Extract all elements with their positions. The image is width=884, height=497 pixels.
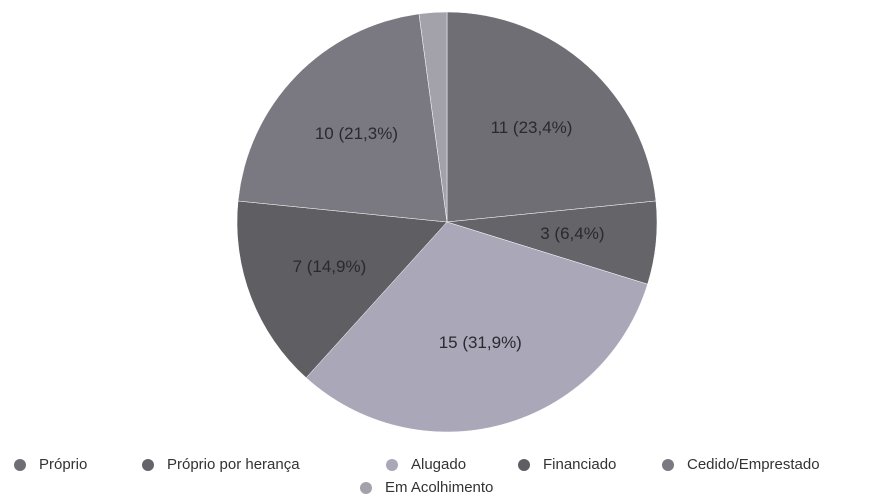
legend-label: Próprio: [39, 456, 87, 473]
legend-swatch: [662, 459, 674, 471]
data-label: 3 (6,4%): [540, 224, 604, 243]
legend-swatch: [142, 459, 154, 471]
data-label: 10 (21,3%): [315, 124, 398, 143]
pie-slice: [236, 200, 448, 379]
legend-label: Financiado: [543, 456, 616, 473]
legend-swatch: [360, 482, 372, 494]
legend-label: Alugado: [411, 456, 466, 473]
data-label: 7 (14,9%): [293, 257, 367, 276]
data-label: 15 (31,9%): [439, 333, 522, 352]
pie-slice: [446, 11, 657, 223]
pie-slice: [237, 13, 448, 223]
legend-label: Cedido/Emprestado: [687, 456, 820, 473]
data-label: 11 (23,4%): [491, 118, 573, 137]
legend-label: Próprio por herança: [167, 456, 300, 473]
legend-swatch: [518, 459, 530, 471]
pie-slice: [305, 221, 648, 433]
legend-swatch: [386, 459, 398, 471]
legend-label: Em Acolhimento: [385, 479, 493, 496]
legend-swatch: [14, 459, 26, 471]
pie-slice: [418, 11, 448, 223]
